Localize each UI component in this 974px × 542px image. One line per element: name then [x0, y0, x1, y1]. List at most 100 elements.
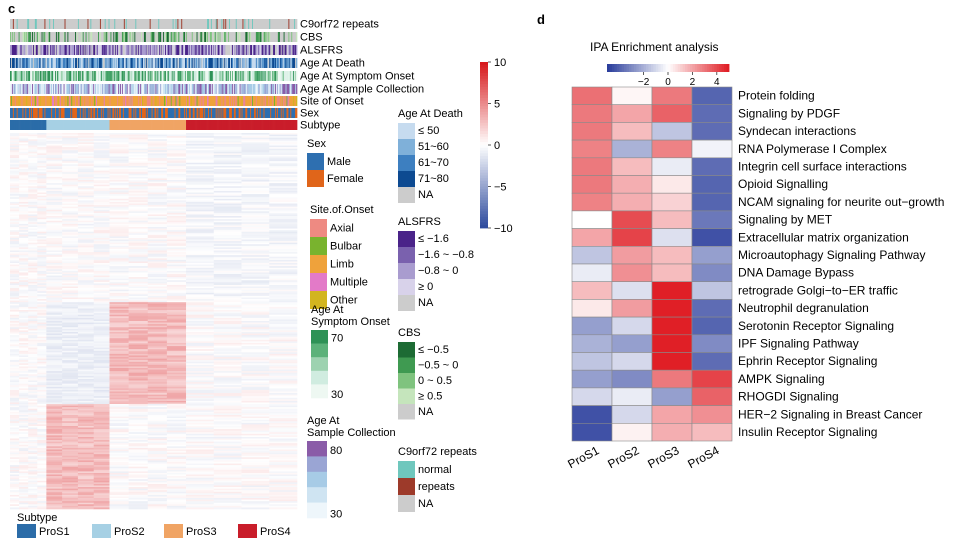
track-cell [48, 71, 50, 81]
track-cell [104, 108, 107, 118]
track-cell [84, 32, 86, 42]
track-cell [280, 84, 283, 94]
track-cell [179, 45, 181, 55]
track-cell [64, 58, 66, 68]
track-cell [57, 84, 60, 94]
track-cell [149, 19, 151, 29]
track-cell [192, 96, 195, 106]
track-cell [17, 108, 19, 118]
heatmap-cell [186, 322, 215, 325]
track-cell [161, 19, 163, 29]
track-cell [287, 71, 289, 81]
heatmap-cell [109, 222, 129, 225]
track-cell [145, 96, 148, 106]
track-cell [207, 58, 209, 68]
heatmap-cell [269, 211, 298, 214]
track-cell [291, 120, 293, 130]
heatmap-cell [213, 184, 242, 187]
heatmap-cell [10, 203, 20, 206]
heatmap-cell [147, 281, 168, 284]
heatmap-cell [186, 203, 215, 206]
heatmap-cell [241, 270, 270, 273]
track-cell [191, 71, 194, 81]
track-cell [201, 96, 203, 106]
heatmap-cell [241, 219, 270, 222]
track-cell [217, 45, 219, 55]
track-cell [283, 19, 285, 29]
heatmap-row [10, 148, 298, 151]
heatmap-cell [28, 302, 38, 305]
track-cell [61, 84, 63, 94]
track-cell [213, 58, 216, 68]
track-cell [240, 58, 242, 68]
track-cell [202, 84, 204, 94]
track-cell [132, 96, 134, 106]
track-cell [251, 84, 253, 94]
track-cell [165, 96, 168, 106]
track-cell [163, 58, 165, 68]
track-cell [237, 19, 239, 29]
heatmap-cell [109, 223, 129, 226]
heatmap-cell [147, 236, 168, 239]
heatmap-cell [62, 313, 79, 316]
heatmap-cell [269, 234, 298, 237]
track-cell [10, 84, 13, 94]
heatmap-cell [128, 159, 149, 162]
track-cell [91, 108, 93, 118]
track-cell [110, 120, 112, 130]
heatmap-cell [46, 153, 63, 156]
track-cell [272, 120, 274, 130]
track-cell [50, 71, 52, 81]
track-cell [169, 84, 172, 94]
heatmap-cell [10, 214, 20, 217]
track-cell [55, 84, 58, 94]
heatmap-cell [109, 164, 129, 167]
track-cell [269, 84, 271, 94]
heatmap-cell [77, 203, 95, 206]
heatmap-cell [241, 162, 270, 165]
heatmap-cell [19, 289, 29, 292]
track-cell [270, 32, 272, 42]
track-cell [267, 96, 269, 106]
track-cell [72, 96, 74, 106]
track-cell [188, 84, 191, 94]
heatmap-cell [128, 239, 149, 242]
heatmap-cell [93, 205, 110, 207]
heatmap-cell [19, 151, 29, 154]
heatmap-cell [10, 341, 20, 344]
track-cell [95, 45, 97, 55]
heatmap-cell [269, 259, 298, 262]
heatmap-cell [46, 198, 63, 201]
heatmap-cell [77, 313, 95, 316]
track-cell [70, 19, 72, 29]
track-cell [280, 45, 283, 55]
track-cell [283, 71, 285, 81]
track-cell [261, 108, 263, 118]
track-cell [260, 120, 262, 130]
track-cell [40, 108, 42, 118]
track-cell [249, 45, 251, 55]
track-cell [185, 19, 187, 29]
track-cell [118, 32, 120, 42]
track-cell [201, 120, 203, 130]
track-cell [250, 71, 252, 81]
heatmap-cell [28, 284, 38, 287]
track-cell [120, 45, 123, 55]
heatmap-cell [37, 324, 47, 326]
heatmap-cell [269, 223, 298, 226]
heatmap-cell [10, 223, 20, 226]
heatmap-cell [46, 327, 63, 330]
track-cell [90, 19, 92, 29]
heatmap-cell [46, 335, 63, 337]
track-cell [138, 84, 140, 94]
track-cell [218, 19, 220, 29]
heatmap-cell [269, 314, 298, 317]
heatmap-cell [109, 206, 129, 209]
heatmap-cell [166, 283, 187, 286]
heatmap-cell [166, 161, 187, 164]
track-cell [39, 96, 41, 106]
track-cell [42, 71, 44, 81]
heatmap-cell [128, 234, 149, 237]
track-cell [66, 108, 68, 118]
track-cell [296, 71, 298, 81]
